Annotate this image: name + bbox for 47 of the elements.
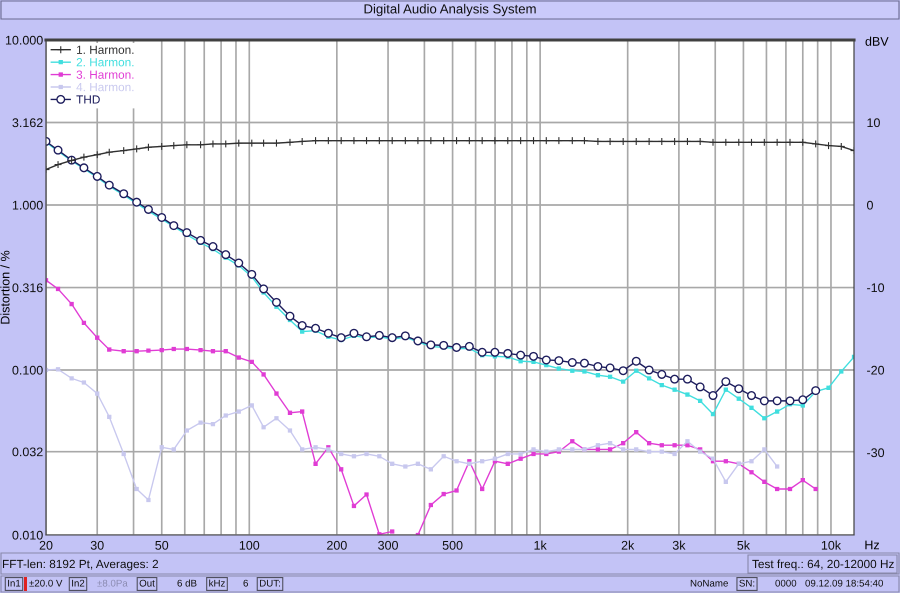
y-tick-label: 0.100 xyxy=(12,366,43,375)
y2-tick-label: -30 xyxy=(867,448,884,458)
y-tick-label: 1.000 xyxy=(12,200,43,210)
y2-tick-label: 0 xyxy=(866,200,873,210)
legend-label: 3. Harmon. xyxy=(76,70,134,79)
y-axis-title: Distortion / % xyxy=(0,250,10,324)
x-axis-title: Hz xyxy=(865,540,880,550)
y-tick-label: 0.032 xyxy=(12,447,43,456)
chart-title: Digital Audio Analysis System xyxy=(364,4,536,16)
text: In2 xyxy=(72,580,84,587)
text: DUT: xyxy=(260,580,280,587)
y-tick-label: 0.010 xyxy=(12,530,43,540)
x-tick-label: 50 xyxy=(155,540,168,550)
text: In1 xyxy=(8,580,20,587)
text: Out xyxy=(140,580,155,587)
x-tick-label: 2k xyxy=(622,540,634,550)
y2-tick-label: -20 xyxy=(867,366,884,375)
text: kHz xyxy=(209,579,225,587)
legend-label: 1. Harmon. xyxy=(77,46,134,54)
text: NoName xyxy=(690,580,728,587)
y2-axis-title: dBV xyxy=(866,36,889,46)
x-tick-label: 100 xyxy=(240,540,260,550)
text: 6 dB xyxy=(177,579,196,587)
text: 6 xyxy=(243,580,248,587)
y-tick-label: 10.000 xyxy=(6,36,43,45)
x-tick-label: 300 xyxy=(378,540,398,550)
x-tick-label: 20 xyxy=(40,540,52,550)
y-tick-label: 3.162 xyxy=(12,118,43,128)
x-tick-label: 5k xyxy=(737,540,750,550)
text: Test freq.: 64, 20-12000 Hz xyxy=(752,560,894,571)
text: 0000 xyxy=(775,580,796,587)
x-tick-label: 500 xyxy=(442,540,463,550)
x-tick-label: 10k xyxy=(822,540,842,550)
x-tick-label: 200 xyxy=(327,540,347,550)
text: ±8.0Pa xyxy=(97,580,128,587)
x-tick-label: 3k xyxy=(672,540,686,550)
legend-label: 2. Harmon. xyxy=(76,58,134,66)
text: FFT-len: 8192 Pt, Averages: 2 xyxy=(2,559,158,571)
y2-tick-label: 10 xyxy=(867,118,880,128)
text: 09.12.09 18:54:40 xyxy=(805,580,884,587)
text: SN: xyxy=(739,580,754,587)
x-tick-label: 1k xyxy=(534,540,547,550)
x-tick-label: 30 xyxy=(90,540,104,550)
text: ±20.0 V xyxy=(29,580,62,587)
y-tick-label: 0.316 xyxy=(12,283,43,292)
legend-label: THD xyxy=(76,95,100,104)
y2-tick-label: -10 xyxy=(867,283,884,292)
